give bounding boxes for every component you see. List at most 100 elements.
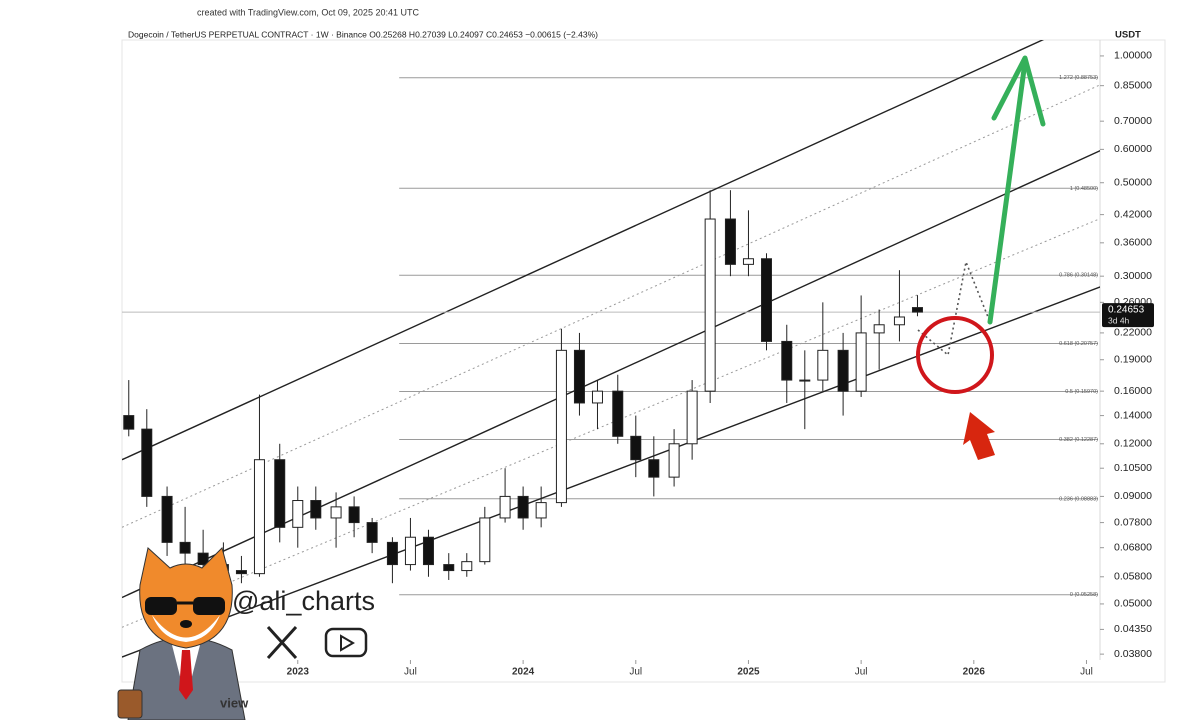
y-tick-label: 0.70000 bbox=[1114, 115, 1152, 127]
projection-path bbox=[917, 259, 991, 357]
y-tick-label: 0.16000 bbox=[1114, 385, 1152, 397]
candle-body bbox=[668, 443, 680, 478]
panel-border bbox=[121, 39, 1166, 683]
y-tick-label: 0.60000 bbox=[1114, 143, 1152, 155]
mascot bbox=[117, 547, 246, 721]
candle-body bbox=[591, 390, 603, 404]
fib-label: 0.618 (0.20757) bbox=[1059, 341, 1098, 347]
candle-body bbox=[330, 506, 342, 519]
candle-body bbox=[911, 307, 923, 313]
candle-body bbox=[612, 390, 624, 437]
candle-body bbox=[310, 500, 322, 519]
candle-body bbox=[461, 561, 473, 572]
candle-body bbox=[479, 517, 491, 563]
highlight-circle bbox=[916, 316, 994, 394]
candle-body bbox=[274, 459, 286, 528]
candle-body bbox=[855, 332, 867, 392]
candle-body bbox=[179, 541, 191, 554]
y-tick-label: 0.05000 bbox=[1114, 598, 1152, 610]
y-tick-label: 0.04350 bbox=[1114, 623, 1152, 635]
x-tick-label: 2026 bbox=[963, 667, 986, 678]
y-tick-label: 0.42000 bbox=[1114, 208, 1152, 220]
chart-title: Dogecoin / TetherUS PERPETUAL CONTRACT ·… bbox=[128, 29, 598, 39]
candle-body bbox=[817, 349, 829, 381]
y-tick-label: 0.30000 bbox=[1114, 270, 1152, 282]
candle-body bbox=[386, 541, 398, 566]
y-tick-label: 0.19000 bbox=[1114, 354, 1152, 366]
y-tick-label: 0.14000 bbox=[1114, 409, 1152, 421]
x-tick-label: Jul bbox=[629, 667, 642, 678]
last-price-box bbox=[1102, 303, 1154, 328]
candle-body bbox=[742, 258, 754, 265]
candle-body bbox=[443, 564, 455, 572]
fib-label: 0.236 (0.08883) bbox=[1059, 496, 1098, 502]
candle-body bbox=[573, 349, 585, 404]
x-tick-label: Jul bbox=[1080, 667, 1093, 678]
candle-body bbox=[686, 390, 698, 445]
x-tick-label: 2024 bbox=[512, 667, 535, 678]
candle-body bbox=[197, 552, 209, 566]
candle-body bbox=[630, 435, 642, 461]
candle-body bbox=[781, 340, 793, 381]
y-tick-label: 0.36000 bbox=[1114, 237, 1152, 249]
fib-label: 1.272 (0.88753) bbox=[1059, 75, 1098, 81]
candle-body bbox=[517, 495, 529, 519]
y-tick-label: 0.12000 bbox=[1114, 438, 1152, 450]
axes: 1.00000 0.85000 0.70000 0.60000 0.50000 0.420… bbox=[287, 50, 1152, 678]
candle-body bbox=[893, 316, 905, 326]
y-tick-label: 0.07800 bbox=[1114, 516, 1152, 528]
candle-body bbox=[724, 218, 736, 265]
x-tick-label: 2025 bbox=[737, 667, 760, 678]
green-arrow-head bbox=[991, 55, 1046, 127]
handle: @ali_charts bbox=[232, 586, 375, 616]
y-tick-label: 0.09000 bbox=[1114, 490, 1152, 502]
candle-body bbox=[253, 459, 265, 575]
x-tick-label: 2023 bbox=[287, 667, 310, 678]
y-tick-label: 0.06800 bbox=[1114, 541, 1152, 553]
y-tick-label: 0.03800 bbox=[1114, 648, 1152, 660]
fib-label: 0.382 (0.12287) bbox=[1059, 437, 1098, 443]
y-tick-label: 0.85000 bbox=[1114, 79, 1152, 91]
candle-body bbox=[404, 536, 416, 566]
candle-body bbox=[555, 349, 567, 504]
y-tick-label: 0.10500 bbox=[1114, 462, 1152, 474]
y-tick-label: 0.05800 bbox=[1114, 571, 1152, 583]
candle-body bbox=[873, 324, 885, 334]
candle-body bbox=[141, 428, 153, 497]
last-price-label: 0.24653 bbox=[1108, 305, 1145, 316]
candle-body bbox=[648, 459, 660, 478]
x-tick-label: Jul bbox=[404, 667, 417, 678]
fib-label: 1 (0.48500) bbox=[1070, 186, 1098, 192]
candle-body bbox=[422, 536, 434, 566]
candle-body bbox=[292, 500, 304, 528]
social-icons bbox=[266, 625, 368, 660]
fib-label: 0.5 (0.15970) bbox=[1065, 389, 1098, 395]
candle-body bbox=[499, 495, 511, 519]
channel-line bbox=[122, 286, 1100, 658]
red-arrow bbox=[963, 412, 995, 460]
candle-body bbox=[799, 379, 811, 382]
fib-label: 0.786 (0.30148) bbox=[1059, 273, 1098, 279]
candle-body bbox=[535, 502, 547, 519]
green-arrow-shaft bbox=[987, 59, 1028, 325]
channel-line bbox=[122, 218, 1100, 628]
candle-body bbox=[235, 570, 247, 575]
header: created with TradingView.com, Oct 09, 20… bbox=[197, 7, 419, 17]
y-tick-label: 0.22000 bbox=[1114, 327, 1152, 339]
y-tick-label: 0.50000 bbox=[1114, 177, 1152, 189]
channel-line bbox=[122, 84, 1100, 528]
channel-line bbox=[122, 40, 1045, 461]
candle-body bbox=[704, 218, 716, 392]
fib-label: 0 (0.05258) bbox=[1070, 592, 1098, 598]
logo-fragment: view bbox=[220, 695, 249, 710]
countdown-label: 3d 4h bbox=[1108, 315, 1130, 325]
y-axis-label: USDT bbox=[1115, 30, 1141, 41]
candle-body bbox=[161, 495, 173, 543]
candle-body bbox=[123, 415, 135, 430]
y-tick-label: 1.00000 bbox=[1114, 50, 1152, 62]
x-tick-label: Jul bbox=[855, 667, 868, 678]
candle-body bbox=[366, 522, 378, 543]
candle-body bbox=[837, 349, 849, 392]
